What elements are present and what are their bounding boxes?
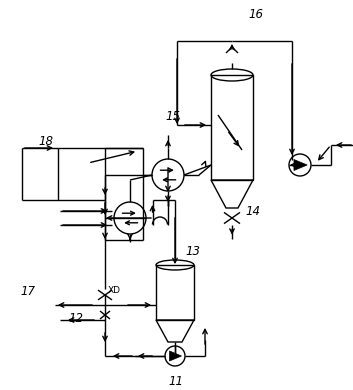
Text: 14: 14: [245, 205, 260, 218]
Text: 12: 12: [68, 312, 83, 325]
Polygon shape: [294, 160, 307, 170]
Text: 18: 18: [38, 135, 53, 148]
Text: 11: 11: [168, 375, 183, 388]
Text: 13: 13: [185, 245, 200, 258]
Bar: [156, 265, 194, 320]
Text: 15: 15: [165, 110, 180, 123]
Text: 16: 16: [248, 8, 263, 21]
Text: 17: 17: [20, 285, 35, 298]
Bar: [211, 75, 253, 180]
Text: XD: XD: [108, 286, 121, 295]
Polygon shape: [169, 351, 181, 361]
